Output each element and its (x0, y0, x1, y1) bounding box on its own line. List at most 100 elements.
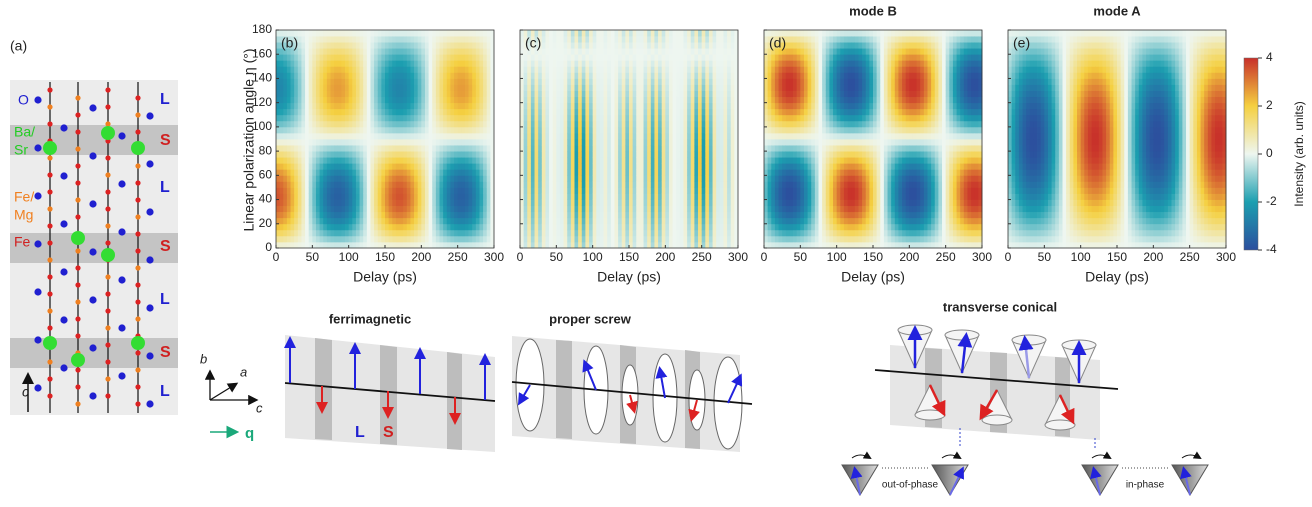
heatmap-cell (633, 139, 637, 145)
heatmap-cell (680, 42, 684, 48)
heatmap-cell (378, 78, 382, 84)
heatmap-cell (447, 169, 451, 175)
heatmap-cell (392, 218, 396, 224)
heatmap-cell (585, 200, 589, 206)
heatmap-cell (713, 42, 717, 48)
heatmap-cell (698, 48, 702, 54)
heatmap-cell (370, 224, 374, 230)
heatmap-cell (640, 115, 644, 121)
heatmap-cell (629, 30, 633, 36)
heatmap-cell (367, 121, 371, 127)
heatmap-cell (553, 72, 557, 78)
heatmap-cell (614, 194, 618, 200)
heatmap-cell (771, 54, 775, 60)
heatmap-cell (768, 236, 772, 242)
heatmap-cell (808, 42, 812, 48)
heatmap-cell (662, 48, 666, 54)
heatmap-cell (764, 139, 768, 145)
heatmap-cell (793, 169, 797, 175)
heatmap-cell (461, 133, 465, 139)
heatmap-cell (662, 36, 666, 42)
heatmap-cell (782, 127, 786, 133)
heatmap-cell (381, 66, 385, 72)
heatmap-cell (527, 181, 531, 187)
heatmap-cell (589, 85, 593, 91)
heatmap-cell (669, 230, 673, 236)
heatmap-cell (367, 54, 371, 60)
heatmap-cell (709, 97, 713, 103)
heatmap-cell (524, 145, 528, 151)
heatmap-cell (425, 48, 429, 54)
panel-label: (a) (10, 38, 27, 54)
heatmap-cell (327, 151, 331, 157)
heatmap-cell (593, 169, 597, 175)
heatmap-cell (629, 115, 633, 121)
heatmap-cell (600, 97, 604, 103)
heatmap-cell (786, 145, 790, 151)
heatmap-cell (589, 224, 593, 230)
heatmap-cell (345, 54, 349, 60)
heatmap-cell (771, 224, 775, 230)
heatmap-cell (538, 169, 542, 175)
heatmap-cell (713, 169, 717, 175)
heatmap-cell (768, 115, 772, 121)
heatmap-cell (709, 103, 713, 109)
heatmap-cell (647, 187, 651, 193)
fe-atom (135, 350, 140, 355)
fe-atom (135, 401, 140, 406)
heatmap-cell (804, 54, 808, 60)
heatmap-cell (472, 200, 476, 206)
heatmap-cell (447, 115, 451, 121)
heatmap-cell (633, 224, 637, 230)
heatmap-cell (589, 54, 593, 60)
heatmap-cell (341, 181, 345, 187)
heatmap-cell (429, 194, 433, 200)
heatmap-cell (294, 121, 298, 127)
heatmap-cell (771, 97, 775, 103)
heatmap-cell (298, 218, 302, 224)
heatmap-cell (768, 66, 772, 72)
heatmap-cell (647, 78, 651, 84)
heatmap-cell (644, 242, 648, 248)
heatmap-cell (400, 242, 404, 248)
heatmap-cell (720, 54, 724, 60)
heatmap-cell (363, 230, 367, 236)
heatmap-cell (363, 121, 367, 127)
heatmap-cell (421, 194, 425, 200)
heatmap-cell (578, 85, 582, 91)
heatmap-cell (553, 121, 557, 127)
heatmap-cell (585, 54, 589, 60)
heatmap-cell (524, 187, 528, 193)
heatmap-cell (636, 212, 640, 218)
heatmap-cell (600, 103, 604, 109)
heatmap-cell (578, 151, 582, 157)
heatmap-cell (673, 187, 677, 193)
heatmap-cell (582, 181, 586, 187)
heatmap-cell (625, 200, 629, 206)
heatmap-cell (432, 103, 436, 109)
heatmap-cell (323, 133, 327, 139)
heatmap-cell (684, 218, 688, 224)
heatmap-cell (633, 194, 637, 200)
heatmap-cell (440, 169, 444, 175)
heatmap-cell (647, 121, 651, 127)
heatmap-cell (564, 163, 568, 169)
fe-atom (105, 155, 110, 160)
heatmap-cell (764, 133, 768, 139)
heatmap-cell (640, 187, 644, 193)
heatmap-cell (312, 66, 316, 72)
heatmap-cell (392, 242, 396, 248)
heatmap-cell (600, 72, 604, 78)
heatmap-cell (658, 97, 662, 103)
heatmap-cell (476, 145, 480, 151)
heatmap-cell (294, 91, 298, 97)
heatmap-cell (414, 133, 418, 139)
heatmap-cell (436, 109, 440, 115)
heatmap-cell (396, 78, 400, 84)
heatmap-cell (316, 187, 320, 193)
heatmap-cell (768, 54, 772, 60)
heatmap-cell (607, 139, 611, 145)
heatmap-cell (567, 60, 571, 66)
heatmap-cell (440, 85, 444, 91)
heatmap-cell (331, 78, 335, 84)
